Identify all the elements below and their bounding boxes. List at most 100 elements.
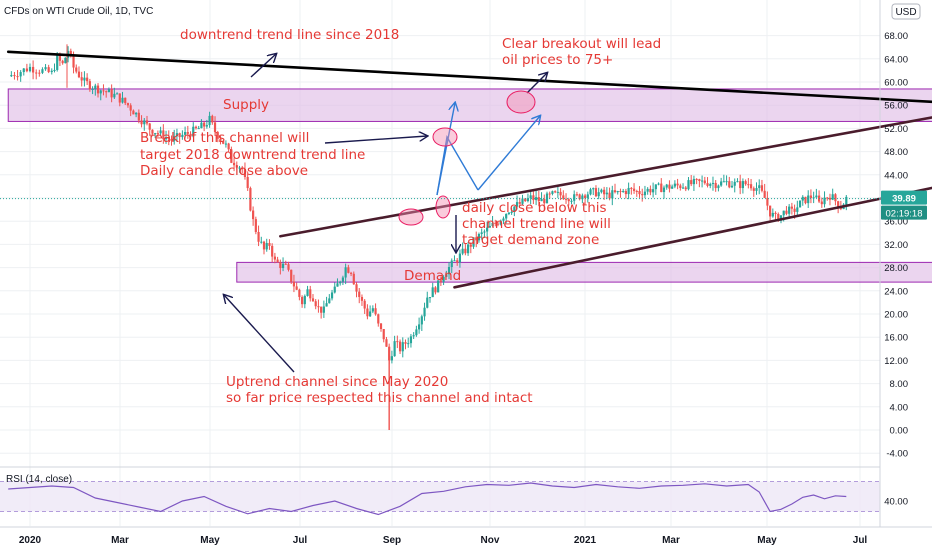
candle-body <box>194 126 198 129</box>
candle-body <box>325 303 328 307</box>
candle-body <box>418 324 421 330</box>
candle-body <box>75 67 78 72</box>
candle-body <box>594 188 598 197</box>
candle-body <box>570 200 573 202</box>
candle-body <box>192 126 195 137</box>
candle-body <box>200 122 203 129</box>
label-close-1: daily close below this <box>462 200 607 216</box>
candle-body <box>369 311 372 317</box>
candle-body <box>505 213 508 219</box>
candle-body <box>671 186 674 189</box>
candle-body <box>374 308 377 315</box>
candle-body <box>56 55 59 70</box>
candle-body <box>115 93 119 95</box>
candle-body <box>276 259 279 263</box>
candle-body <box>760 185 764 191</box>
candle-body <box>804 196 807 204</box>
candle-body <box>241 167 244 170</box>
candle-body <box>99 90 102 94</box>
price-tick-label: 52.00 <box>884 124 908 135</box>
candle-body <box>41 69 44 73</box>
candle-body <box>782 210 785 216</box>
candle-body <box>428 297 432 299</box>
candle-body <box>178 133 181 138</box>
candle-body <box>676 183 679 186</box>
countdown-text: 02:19:18 <box>886 209 923 220</box>
label-demand: Demand <box>404 268 461 284</box>
time-tick-label: Mar <box>111 535 129 546</box>
candle-body <box>232 162 236 166</box>
price-tick-label: 4.00 <box>890 402 909 413</box>
candle-body <box>377 314 380 324</box>
candle-body <box>183 132 187 135</box>
candle-body <box>766 197 769 206</box>
candle-body <box>292 281 296 287</box>
candle-body <box>562 195 565 199</box>
candle-body <box>35 72 38 74</box>
candle-body <box>578 194 581 200</box>
candle-body <box>687 180 690 190</box>
candle-body <box>333 286 336 293</box>
candle-body <box>611 190 614 199</box>
highlight-breakout <box>506 90 536 114</box>
candle-body <box>145 120 149 124</box>
last-price-badge <box>881 190 927 205</box>
candle-body <box>820 201 823 205</box>
candle-body <box>684 187 687 190</box>
rsi-band <box>0 481 880 512</box>
candle-body <box>603 189 606 195</box>
candle-body <box>347 267 350 273</box>
zone-demand <box>236 261 932 283</box>
rsi-pane: RSI (14, close) <box>0 466 880 516</box>
candle-body <box>393 341 396 357</box>
candle-body <box>262 241 266 250</box>
candle-body <box>64 57 67 64</box>
candle-body <box>135 112 138 115</box>
candle-body <box>649 188 652 193</box>
chart-title: CFDs on WTI Crude Oil, 1D, TVC <box>4 6 153 17</box>
candle-body <box>798 200 802 208</box>
candle-body <box>486 227 489 232</box>
candle-body <box>619 190 622 192</box>
time-tick-label: Mar <box>662 535 680 546</box>
rsi-label: RSI (14, close) <box>6 474 72 485</box>
candle-body <box>110 89 113 98</box>
candle-body <box>252 210 255 220</box>
candle-body <box>741 181 745 189</box>
candle-body <box>437 280 440 293</box>
price-tick-label: 16.00 <box>884 333 908 344</box>
candle-body <box>543 198 546 204</box>
arrow-downtrend <box>250 54 276 78</box>
highlight-break <box>432 127 458 147</box>
candle-body <box>143 120 146 125</box>
trendline-channel-upper <box>279 116 932 238</box>
candle-body <box>415 329 418 336</box>
candle-body <box>567 199 570 202</box>
candle-body <box>224 143 228 145</box>
candle-body <box>608 192 611 199</box>
arrow-breakout <box>526 73 547 94</box>
candle-body <box>801 196 804 201</box>
candle-body <box>551 191 554 194</box>
candle-body <box>398 341 402 352</box>
candle-body <box>290 269 293 282</box>
candle-body <box>749 184 753 189</box>
candle-body <box>703 180 706 184</box>
candle-body <box>91 88 94 90</box>
candle-body <box>426 297 429 308</box>
candle-body <box>132 110 135 115</box>
label-breakout-2: oil prices to 75+ <box>502 52 613 68</box>
candle-body <box>627 187 630 195</box>
candle-body <box>747 184 750 186</box>
candle-body <box>722 181 725 183</box>
label-downtrend: downtrend trend line since 2018 <box>180 27 399 43</box>
candle-body <box>53 69 56 71</box>
candle-body <box>668 184 671 189</box>
candle-body <box>19 72 22 77</box>
price-tick-label: 64.00 <box>884 54 908 65</box>
currency-badge <box>891 3 921 20</box>
candle-body <box>559 191 562 196</box>
candle-body <box>409 336 413 344</box>
candle-body <box>641 194 644 196</box>
